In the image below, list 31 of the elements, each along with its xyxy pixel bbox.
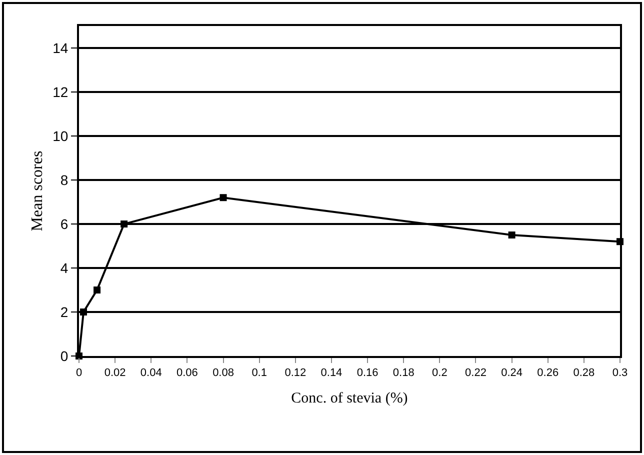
- point: [220, 194, 227, 202]
- y-tick-label: 4: [60, 260, 68, 276]
- y-tick-label: 0: [60, 348, 68, 364]
- x-tick-label: 0: [76, 367, 82, 380]
- y-tick-label: 14: [52, 40, 68, 56]
- y-tick-label: 2: [60, 304, 68, 320]
- x-tick-label: 0.18: [392, 367, 414, 380]
- point: [94, 286, 101, 294]
- x-tick-label: 0.14: [320, 367, 342, 380]
- x-tick-label: 0.08: [212, 367, 234, 380]
- x-tick-label: 0.2: [432, 367, 448, 380]
- x-tick-label: 0.22: [465, 367, 486, 380]
- y-tick-label: 8: [60, 172, 68, 188]
- x-tick-label: 0.16: [356, 367, 378, 380]
- x-tick-label: 0.26: [537, 367, 559, 380]
- point: [120, 220, 128, 228]
- x-tick-label: 0.12: [284, 367, 306, 380]
- x-tick-label: 0.06: [176, 367, 198, 380]
- x-tick-label: 0.3: [612, 367, 628, 380]
- x-tick-label: 0.02: [104, 367, 126, 380]
- x-tick-label: 0.28: [573, 367, 595, 380]
- y-tick-label: 6: [60, 216, 68, 232]
- y-tick-label: 12: [52, 84, 68, 100]
- y-tick-label: 10: [52, 128, 68, 144]
- y-axis-title: Mean scores: [29, 150, 46, 232]
- point: [80, 308, 88, 316]
- point: [508, 232, 516, 238]
- x-axis-title: Conc. of stevia (%): [291, 390, 408, 407]
- x-tick-label: 0.04: [140, 367, 162, 380]
- x-tick-label: 0.24: [501, 367, 523, 380]
- x-tick-label: 0.1: [252, 367, 267, 380]
